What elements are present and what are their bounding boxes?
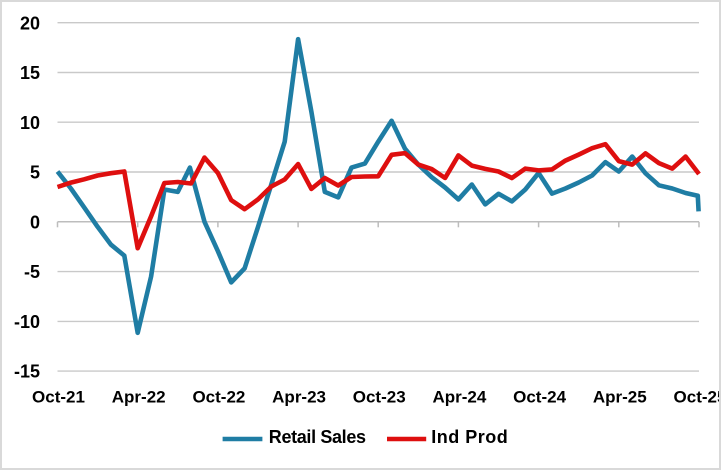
svg-text:-15: -15 [14,362,40,382]
svg-text:-5: -5 [24,262,40,282]
svg-text:Oct-25: Oct-25 [674,388,721,407]
svg-text:Oct-23: Oct-23 [353,388,406,407]
svg-text:10: 10 [20,113,40,133]
svg-text:-10: -10 [14,312,40,332]
svg-text:Oct-21: Oct-21 [32,388,85,407]
svg-text:Apr-23: Apr-23 [272,388,326,407]
svg-text:Ind Prod: Ind Prod [431,427,508,447]
svg-text:5: 5 [30,163,40,183]
svg-text:Oct-22: Oct-22 [192,388,245,407]
svg-text:Apr-24: Apr-24 [432,388,486,407]
svg-text:Apr-22: Apr-22 [112,388,166,407]
svg-text:Retail Sales: Retail Sales [269,427,366,447]
svg-text:Oct-24: Oct-24 [513,388,566,407]
svg-text:Apr-25: Apr-25 [593,388,647,407]
svg-text:20: 20 [20,13,40,33]
svg-text:0: 0 [30,212,40,232]
svg-text:15: 15 [20,63,40,83]
